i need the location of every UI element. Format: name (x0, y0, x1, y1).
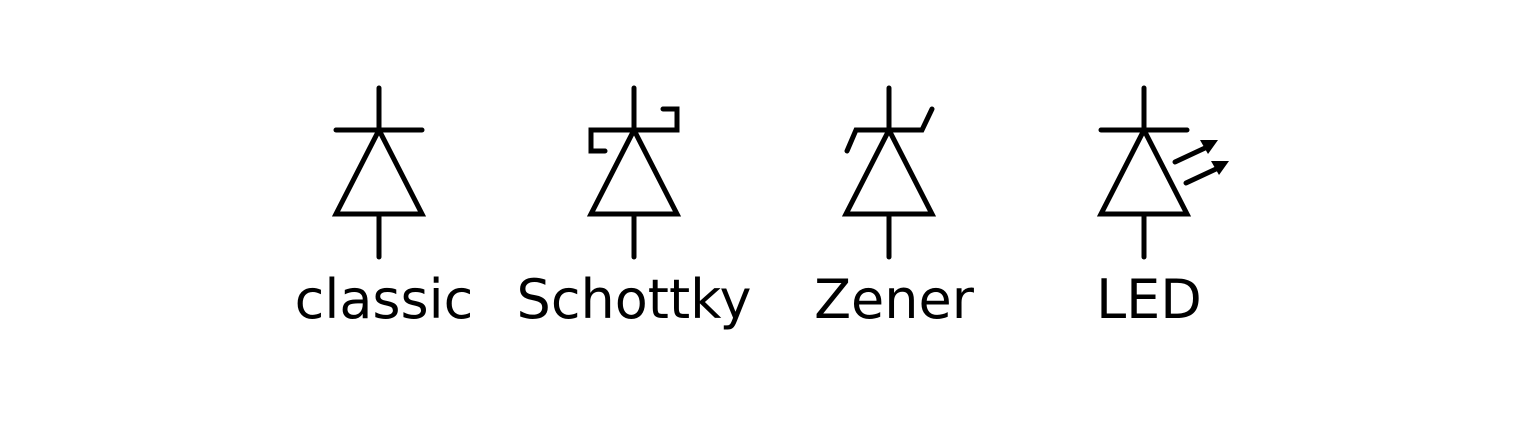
label-schottky: Schottky (516, 268, 752, 331)
emission-arrowhead-2 (1211, 161, 1229, 175)
label-led: LED (1096, 268, 1202, 331)
schottky-diode-icon (586, 85, 682, 260)
emission-arrow-2 (1183, 166, 1219, 186)
classic-triangle (331, 124, 427, 217)
label-zener: Zener (814, 268, 974, 331)
emission-arrow-1 (1172, 145, 1208, 165)
schottky-triangle (586, 124, 682, 217)
zener-diode-icon (841, 85, 937, 260)
led-diode-icon (1096, 85, 1229, 260)
light-emission-arrows-icon (1172, 140, 1229, 186)
label-classic: classic (294, 268, 474, 331)
emission-arrowhead-1 (1200, 140, 1218, 154)
led-triangle (1096, 124, 1192, 217)
classic-diode-icon (331, 85, 427, 260)
zener-triangle (841, 124, 937, 217)
